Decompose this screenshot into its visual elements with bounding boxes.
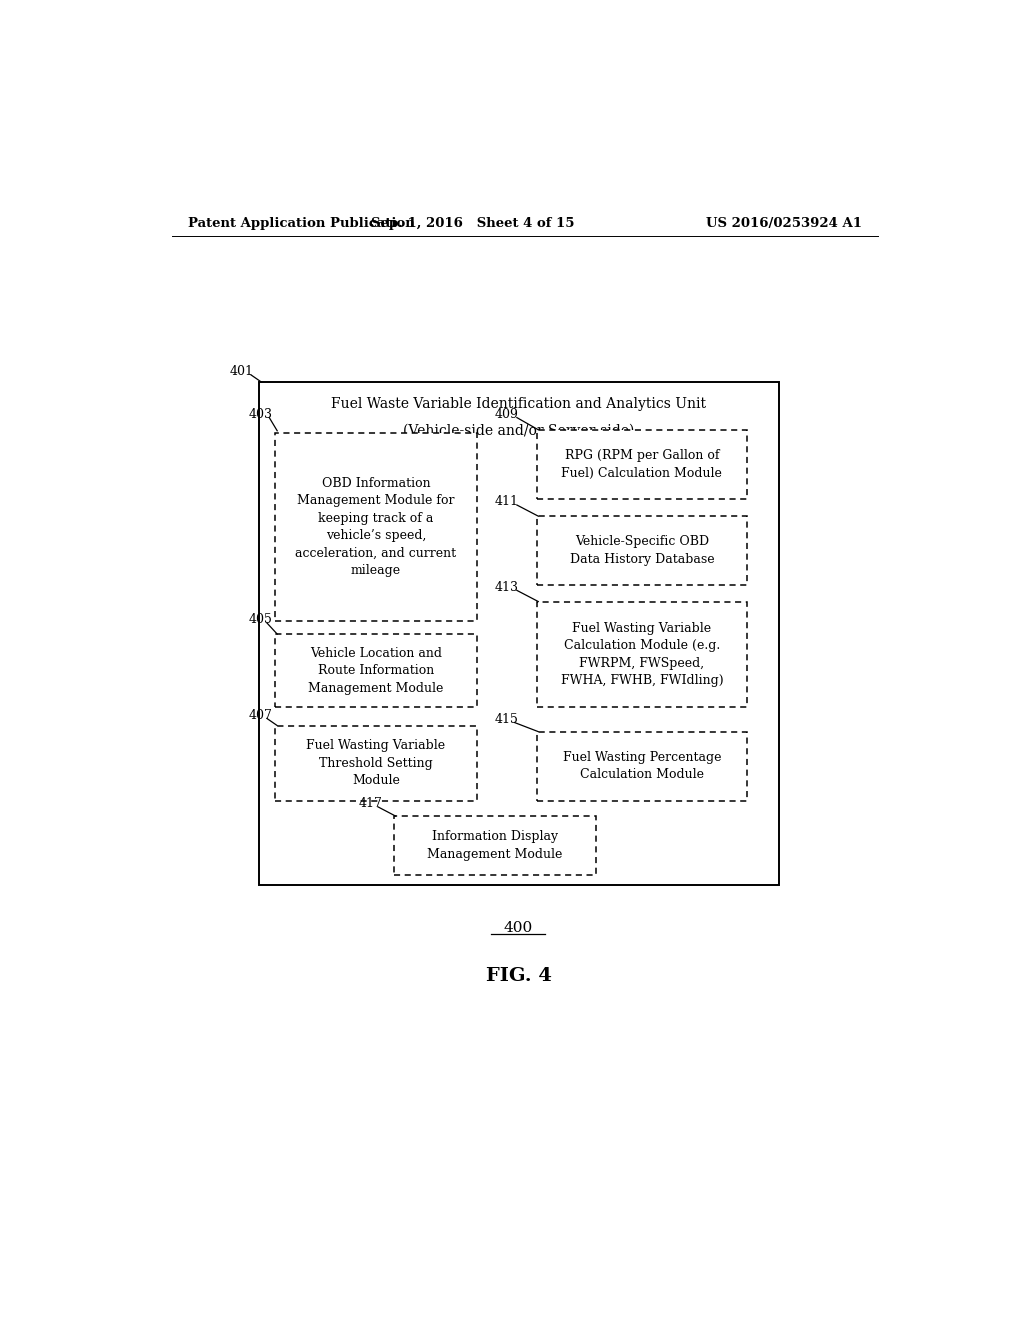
Text: US 2016/0253924 A1: US 2016/0253924 A1 [707, 216, 862, 230]
Text: 415: 415 [495, 713, 518, 726]
Bar [274, 433, 477, 620]
Text: 417: 417 [358, 797, 382, 810]
Text: (Vehicle-side and/or Server-side): (Vehicle-side and/or Server-side) [403, 424, 635, 438]
Bar [537, 731, 748, 801]
Text: Information Display
Management Module: Information Display Management Module [427, 830, 563, 861]
Bar [537, 430, 748, 499]
Text: 403: 403 [249, 408, 272, 421]
Bar [259, 381, 778, 886]
Text: OBD Information
Management Module for
keeping track of a
vehicle’s speed,
accele: OBD Information Management Module for ke… [296, 477, 457, 577]
Text: Patent Application Publication: Patent Application Publication [187, 216, 415, 230]
Bar [394, 816, 596, 875]
Text: FIG. 4: FIG. 4 [485, 966, 551, 985]
Text: Vehicle-Specific OBD
Data History Database: Vehicle-Specific OBD Data History Databa… [569, 536, 714, 566]
Bar [274, 726, 477, 801]
Bar [537, 516, 748, 585]
Text: Vehicle Location and
Route Information
Management Module: Vehicle Location and Route Information M… [308, 647, 443, 694]
Text: 401: 401 [229, 366, 254, 379]
Bar [537, 602, 748, 708]
Text: Fuel Wasting Percentage
Calculation Module: Fuel Wasting Percentage Calculation Modu… [562, 751, 721, 781]
Text: 407: 407 [249, 709, 272, 722]
Text: 400: 400 [504, 921, 534, 935]
Text: 413: 413 [495, 581, 518, 594]
Text: 409: 409 [495, 408, 518, 421]
Text: Fuel Wasting Variable
Threshold Setting
Module: Fuel Wasting Variable Threshold Setting … [306, 739, 445, 787]
Bar [274, 634, 477, 708]
Text: 405: 405 [249, 614, 272, 627]
Text: Fuel Waste Variable Identification and Analytics Unit: Fuel Waste Variable Identification and A… [332, 397, 707, 412]
Text: RPG (RPM per Gallon of
Fuel) Calculation Module: RPG (RPM per Gallon of Fuel) Calculation… [561, 449, 722, 479]
Text: 411: 411 [495, 495, 518, 508]
Text: Fuel Wasting Variable
Calculation Module (e.g.
FWRPM, FWSpeed,
FWHA, FWHB, FWIdl: Fuel Wasting Variable Calculation Module… [560, 622, 723, 688]
Text: Sep. 1, 2016   Sheet 4 of 15: Sep. 1, 2016 Sheet 4 of 15 [372, 216, 574, 230]
